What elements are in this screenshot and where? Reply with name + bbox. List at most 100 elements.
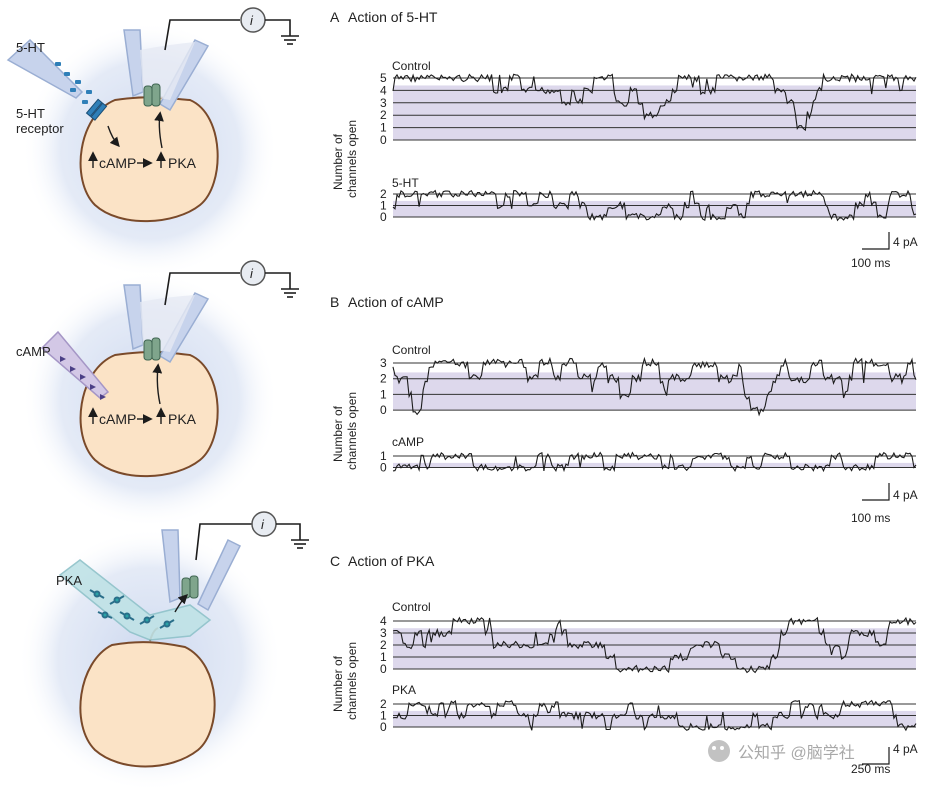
recording-pipette-right — [197, 538, 242, 612]
camp-label: cAMP — [99, 411, 136, 427]
serotonin-molecules — [55, 62, 92, 104]
level-tick-label: 2 — [380, 108, 387, 122]
level-tick-label: 3 — [380, 626, 387, 640]
trace-panels: A Action of 5-HT Number of channels open… — [330, 9, 918, 776]
trace-panel-c: C Action of PKA Number of channels open … — [330, 553, 918, 776]
trace-label-top: Control — [392, 600, 431, 614]
y-axis-label-line2: channels open — [345, 120, 359, 198]
trace-shading — [393, 85, 916, 140]
diagram-camp: cAMP cAMP PKA i — [16, 260, 299, 528]
diagram-pka: PKA i — [18, 511, 309, 792]
y-axis-label-line1: Number of — [331, 655, 345, 712]
y-axis-label-line2: channels open — [345, 392, 359, 470]
scale-time-label: 250 ms — [851, 762, 890, 776]
level-tick-label: 4 — [380, 83, 387, 97]
scale-current-label: 4 pA — [893, 742, 918, 756]
level-tick-label: 2 — [380, 638, 387, 652]
trace-label-bottom: cAMP — [392, 435, 424, 449]
trace-label-top: Control — [392, 343, 431, 357]
scale-current-label: 4 pA — [893, 488, 918, 502]
pka-molecules — [89, 589, 175, 629]
level-tick-label: 5 — [380, 71, 387, 85]
trace-panel-b: B Action of cAMP Number of channels open… — [330, 294, 918, 525]
trace-top: 3 21 0 — [380, 356, 917, 417]
level-tick-label: 0 — [380, 720, 387, 734]
circuit-wire-ground — [265, 272, 291, 289]
current-trace — [392, 189, 917, 222]
diagram-5ht: 5-HT 5-HT receptor cAMP PKA i — [6, 7, 299, 278]
trace-bottom: 210 — [380, 697, 917, 734]
trace-shading — [393, 462, 916, 468]
scale-time-label: 100 ms — [851, 256, 890, 270]
level-tick-label: 2 — [380, 372, 387, 386]
ground-icon — [291, 539, 309, 549]
trace-panel-a: A Action of 5-HT Number of channels open… — [330, 9, 918, 270]
scale-bar — [862, 483, 890, 501]
scale-bar — [862, 747, 890, 765]
ammeter-icon: i — [251, 511, 277, 537]
y-axis-label-line1: Number of — [331, 133, 345, 190]
trace-label-bottom: 5-HT — [392, 176, 419, 190]
current-trace — [392, 616, 917, 674]
level-tick-label: 0 — [380, 662, 387, 676]
pka-label: PKA — [168, 155, 197, 171]
current-trace — [392, 451, 917, 473]
level-tick-label: 4 — [380, 614, 387, 628]
level-tick-label: 2 — [380, 187, 387, 201]
level-tick-label: 1 — [380, 121, 387, 135]
ammeter-icon: i — [240, 260, 266, 286]
scale-current-label: 4 pA — [893, 235, 918, 249]
level-tick-label: 2 — [380, 697, 387, 711]
panel-letter: C — [330, 553, 340, 569]
pka-to-channel-arrow — [174, 594, 188, 613]
level-tick-label: 3 — [380, 356, 387, 370]
pka-to-channel-arrow — [154, 111, 164, 149]
ion-channel-icon — [143, 337, 161, 361]
cell-body — [79, 641, 216, 768]
level-tick-label: 1 — [380, 449, 387, 463]
y-axis-label-line2: channels open — [345, 642, 359, 720]
scale-bar — [862, 232, 890, 250]
camp-label: cAMP — [99, 155, 136, 171]
trace-shading — [393, 710, 916, 727]
trace-label-bottom: PKA — [392, 683, 416, 697]
circuit-wire-ground — [276, 523, 301, 540]
level-tick-label: 1 — [380, 199, 387, 213]
y-axis-label-line1: Number of — [331, 405, 345, 462]
receptor-icon — [85, 98, 108, 121]
drug-pipette — [40, 330, 110, 399]
trace-shading — [393, 200, 916, 217]
scale-time-label: 100 ms — [851, 511, 890, 525]
circuit-wire — [164, 272, 240, 306]
receptor-label-line1: 5-HT — [16, 106, 45, 121]
ammeter-icon: i — [240, 7, 266, 33]
panel-title: Action of PKA — [348, 553, 435, 569]
pka-label: PKA — [168, 411, 197, 427]
panel-letter: B — [330, 294, 339, 310]
level-tick-label: 0 — [380, 461, 387, 475]
level-tick-label: 0 — [380, 403, 387, 417]
receptor-label-line2: receptor — [16, 121, 64, 136]
circuit-wire — [195, 523, 252, 561]
level-tick-label: 0 — [380, 210, 387, 224]
cell-body — [79, 350, 219, 478]
wechat-icon — [708, 740, 730, 762]
drug-label: 5-HT — [16, 40, 45, 55]
level-tick-label: 3 — [380, 96, 387, 110]
trace-bottom: 210 — [380, 187, 917, 224]
ion-channel-icon — [143, 83, 161, 107]
drug-label: PKA — [56, 573, 82, 588]
watermark: 公知乎 @脑学社 — [708, 740, 855, 762]
level-tick-label: 1 — [380, 650, 387, 664]
level-tick-label: 1 — [380, 387, 387, 401]
pka-to-channel-arrow — [152, 363, 163, 405]
trace-label-top: Control — [392, 59, 431, 73]
circuit-wire-ground — [265, 19, 291, 36]
meter-label: i — [261, 517, 265, 532]
meter-label: i — [250, 266, 254, 281]
meter-label: i — [250, 13, 254, 28]
current-trace — [392, 72, 917, 132]
